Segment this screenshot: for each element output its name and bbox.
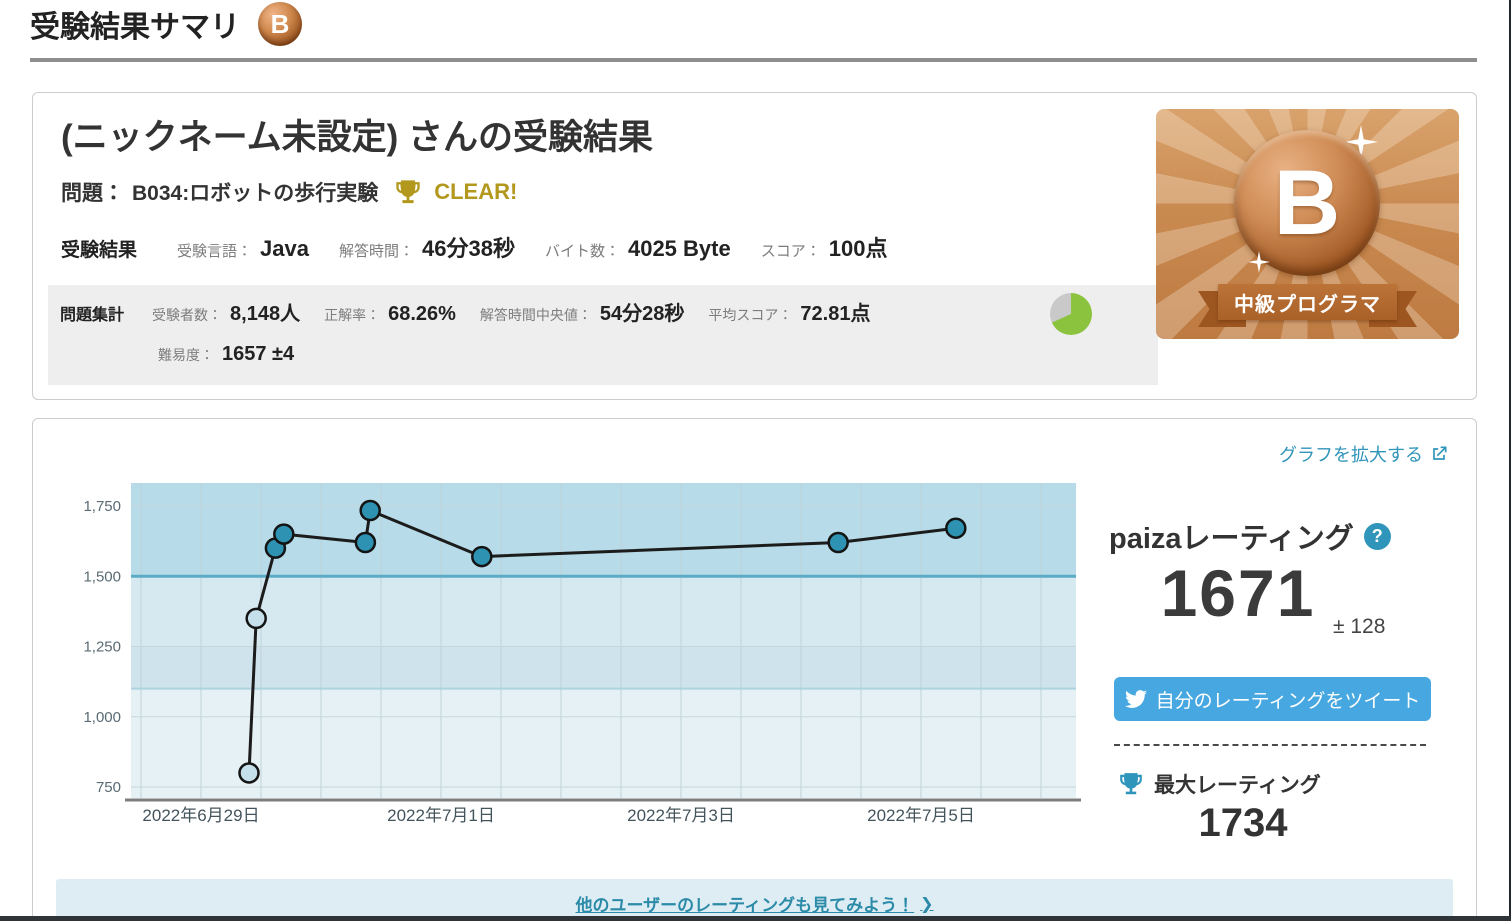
tweet-rating-button[interactable]: 自分のレーティングをツイート: [1114, 677, 1431, 721]
field-score: スコア： 100点: [761, 231, 888, 263]
result-row: 受験結果 受験言語： Java 解答時間： 46分38秒 バイト数： 4025 …: [61, 231, 917, 263]
field-value: 100点: [828, 236, 888, 261]
field-value: 4025 Byte: [627, 236, 731, 261]
field-bytes: バイト数： 4025 Byte: [545, 236, 731, 262]
dashed-divider: [1114, 744, 1426, 746]
clear-badge: CLEAR!: [434, 179, 518, 204]
other-users-rating-link[interactable]: 他のユーザーのレーティングも見てみよう！ ❯: [575, 891, 933, 916]
field-accuracy: 正解率： 68.26%: [324, 303, 456, 326]
field-value: 1657 ±4: [222, 343, 295, 365]
difficulty-row: 難易度： 1657 ±4: [158, 343, 318, 366]
other-users-banner: 他のユーザーのレーティングも見てみよう！ ❯: [56, 879, 1453, 921]
svg-text:1,500: 1,500: [83, 568, 121, 585]
external-link-icon: [1433, 446, 1447, 460]
rank-ribbon: 中級プログラマ: [1218, 284, 1397, 320]
problem-row: 問題： B034:ロボットの歩行実験 CLEAR!: [61, 177, 517, 207]
max-rating-row: 最大レーティング: [1118, 769, 1321, 799]
field-label: 解答時間中央値：: [479, 307, 592, 323]
svg-text:1,000: 1,000: [83, 709, 121, 726]
max-rating-value: 1734: [1198, 801, 1288, 845]
trophy-icon: [396, 180, 420, 204]
tweet-button-label: 自分のレーティングをツイート: [1155, 690, 1421, 712]
svg-text:1,250: 1,250: [83, 639, 121, 656]
field-label: 難易度：: [158, 347, 214, 363]
problem-statistics-box: 問題集計 受験者数： 8,148人 正解率： 68.26% 解答時間中央値： 5…: [48, 285, 1158, 385]
rating-deviation: ± 128: [1333, 615, 1386, 638]
field-value: 72.81点: [800, 303, 871, 325]
field-label: バイト数：: [544, 243, 620, 260]
svg-text:2022年7月5日: 2022年7月5日: [867, 806, 975, 825]
help-icon[interactable]: ?: [1363, 522, 1391, 550]
field-value: 8,148人: [230, 303, 301, 325]
rating-panel-title: paizaレーティング: [1109, 523, 1354, 555]
field-value: 68.26%: [388, 303, 456, 325]
result-heading: 受験結果: [61, 240, 138, 261]
field-language: 受験言語： Java: [177, 236, 309, 262]
window-edge-right: [1509, 0, 1511, 921]
twitter-icon: [1124, 690, 1147, 708]
svg-text:2022年7月1日: 2022年7月1日: [387, 806, 495, 825]
page-title: 受験結果サマリ: [30, 11, 240, 44]
trophy-icon: [1120, 773, 1142, 795]
max-rating-label: 最大レーティング: [1154, 774, 1321, 797]
bronze-medal: B: [1234, 130, 1380, 276]
other-users-rating-label: 他のユーザーのレーティングも見てみよう！: [575, 896, 915, 915]
rating-chart: 750 1,000 1,250 1,500 1,750 2022年6月29日 2022年7月…: [83, 483, 1081, 825]
field-average-score: 平均スコア： 72.81点: [708, 297, 870, 326]
field-label: 平均スコア：: [708, 307, 793, 323]
field-value: 46分38秒: [422, 236, 515, 261]
medal-letter: B: [1273, 152, 1341, 254]
header-divider: [30, 58, 1477, 62]
rank-badge-card: B 中級プログラマ: [1156, 109, 1459, 339]
svg-text:1,750: 1,750: [83, 498, 121, 515]
field-label: スコア：: [760, 243, 821, 260]
window-edge-bottom: [0, 916, 1511, 921]
field-value: 54分28秒: [599, 303, 685, 325]
field-examinees: 受験者数： 8,148人: [152, 297, 300, 326]
chevron-right-icon: ❯: [920, 895, 934, 913]
enlarge-graph-label: グラフを拡大する: [1279, 445, 1423, 465]
svg-text:2022年7月3日: 2022年7月3日: [627, 806, 735, 825]
rank-ribbon-label: 中級プログラマ: [1234, 293, 1381, 316]
current-rating-value: 1671: [1160, 556, 1316, 630]
svg-text:750: 750: [96, 779, 121, 796]
rating-chart-card: グラフを拡大する 750 1,000 1,250 1,500 1,750 2022年6月2…: [32, 418, 1477, 921]
field-label: 受験者数：: [152, 307, 223, 323]
rank-b-icon: B: [258, 2, 302, 46]
exam-result-card: (ニックネーム未設定) さんの受験結果 問題： B034:ロボットの歩行実験 C…: [32, 92, 1477, 400]
problem-label: 問題：: [61, 182, 124, 205]
field-median-time: 解答時間中央値： 54分28秒: [480, 297, 685, 326]
svg-text:2022年6月29日: 2022年6月29日: [142, 806, 259, 825]
field-answer-time: 解答時間： 46分38秒: [339, 231, 515, 263]
field-label: 解答時間：: [338, 243, 414, 260]
field-value: Java: [260, 236, 309, 261]
statistics-row: 問題集計 受験者数： 8,148人 正解率： 68.26% 解答時間中央値： 5…: [60, 297, 894, 326]
result-title: (ニックネーム未設定) さんの受験結果: [61, 118, 653, 157]
enlarge-graph-link[interactable]: グラフを拡大する: [1279, 441, 1449, 467]
field-label: 正解率：: [324, 307, 381, 323]
accuracy-pie-icon: [1050, 293, 1092, 335]
field-difficulty: 難易度： 1657 ±4: [158, 343, 294, 366]
page-header: 受験結果サマリ B: [30, 2, 302, 46]
statistics-heading: 問題集計: [60, 307, 125, 324]
field-label: 受験言語：: [177, 243, 253, 260]
problem-name: B034:ロボットの歩行実験: [132, 182, 379, 205]
rating-panel-header: paizaレーティング ?: [1109, 515, 1391, 557]
